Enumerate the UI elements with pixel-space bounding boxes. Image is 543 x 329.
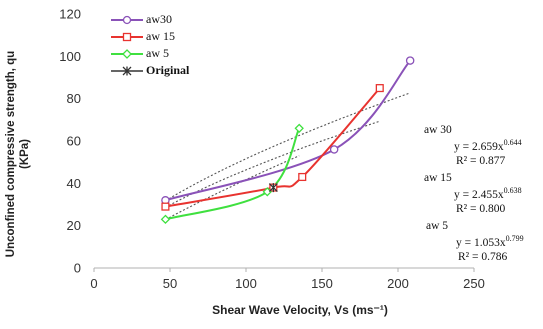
equation-aw15-prefix: y = 2.455x: [454, 189, 504, 201]
equation-aw30-prefix: y = 2.659x: [454, 141, 504, 153]
axes: 0 50 100 150 200 250 0 20 40 60 80 100 120: [59, 7, 485, 292]
y-axis-label-line2: (KPa): [19, 138, 31, 170]
y-tick-label: 60: [67, 134, 81, 149]
y-tick-label: 40: [67, 176, 81, 191]
legend-swatch-diamond: [111, 49, 143, 59]
legend-item-aw5: aw 5: [110, 46, 220, 63]
equation-aw5-name: aw 5: [426, 220, 449, 232]
x-tick-label: 250: [463, 276, 485, 291]
y-tick-label: 80: [67, 91, 81, 106]
series-line-aw5: [165, 127, 301, 221]
y-axis-label-line1: Unconfined compressive strength, qu: [5, 50, 17, 258]
legend-swatch-circle: [111, 15, 143, 25]
y-tick-label: 120: [59, 7, 81, 22]
legend-label-aw30: aw30: [146, 12, 172, 26]
legend-swatch-square: [111, 32, 143, 42]
equation-aw5-prefix: y = 1.053x: [456, 237, 506, 249]
trendlines: [165, 92, 411, 221]
equation-aw30-name: aw 30: [424, 124, 452, 136]
equation-aw15-exponent: 0.638: [503, 186, 522, 195]
trendline-aw30: [165, 92, 411, 202]
legend-item-aw15: aw 15: [110, 29, 220, 46]
series-line-aw30: [165, 59, 411, 202]
equation-aw5-exponent: 0.799: [505, 234, 524, 243]
legend-label-aw15: aw 15: [146, 29, 175, 43]
equation-aw30-r2: R² = 0.877: [456, 155, 506, 167]
equation-aw5-r2: R² = 0.786: [458, 251, 508, 263]
trendline-aw5: [165, 155, 300, 221]
x-tick-label: 0: [90, 276, 97, 291]
x-tick-label: 150: [311, 276, 333, 291]
data-point-aw30: [405, 56, 415, 65]
y-axis-label: Unconfined compressive strength, qu (KPa…: [2, 34, 36, 274]
equation-aw30-formula: y = 2.659x0.644: [454, 138, 522, 153]
data-point-aw15: [375, 84, 384, 93]
equation-aw15-formula: y = 2.455x0.638: [454, 186, 522, 201]
data-point-aw5: [294, 123, 304, 134]
equation-aw30-exponent: 0.644: [503, 138, 522, 147]
legend-label-original: Original: [146, 63, 190, 77]
data-point-original: [268, 183, 278, 193]
trendline-aw15: [165, 120, 380, 208]
legend-item-aw30: aw30: [110, 12, 220, 29]
y-tick-label: 0: [74, 261, 81, 276]
series-markers: [160, 56, 415, 225]
data-point-aw15: [161, 202, 170, 211]
x-tick-label: 50: [163, 276, 177, 291]
x-tick-label: 100: [235, 276, 257, 291]
x-axis-label: Shear Wave Velocity, Vs (ms⁻¹): [212, 303, 388, 317]
equation-aw5-formula: y = 1.053x0.799: [456, 234, 524, 249]
data-point-aw5: [160, 214, 171, 225]
legend-label-aw5: aw 5: [146, 46, 169, 60]
data-point-aw30: [329, 145, 339, 154]
x-tick-label: 200: [387, 276, 409, 291]
legend: aw30 aw 15 aw 5 Original: [110, 12, 220, 80]
equation-aw15-name: aw 15: [424, 172, 452, 184]
y-tick-label: 20: [67, 218, 81, 233]
data-point-aw15: [298, 172, 307, 182]
y-tick-label: 100: [59, 49, 81, 64]
legend-swatch-star: [111, 66, 143, 76]
equation-aw15-r2: R² = 0.800: [456, 203, 506, 215]
series-line-aw15: [165, 87, 381, 208]
legend-item-original: Original: [110, 63, 220, 80]
